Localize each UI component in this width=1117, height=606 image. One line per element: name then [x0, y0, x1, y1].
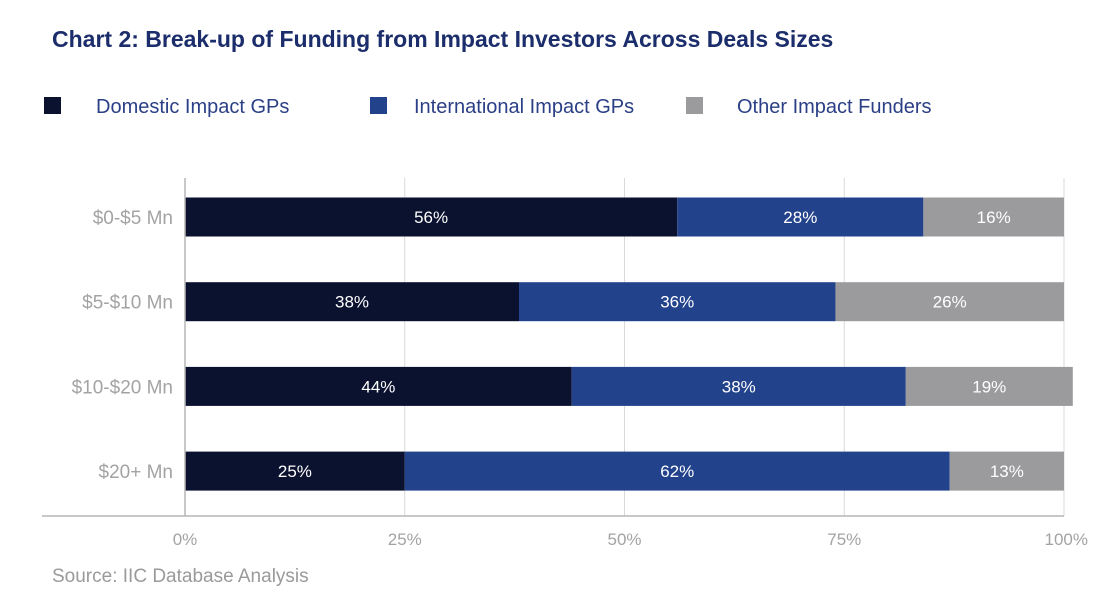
data-label: 26% — [933, 293, 967, 312]
bar-segment — [923, 197, 1064, 237]
x-tick-label: 0% — [173, 530, 198, 549]
x-tick-label: 100% — [1045, 530, 1088, 549]
category-label: $0-$5 Mn — [93, 208, 173, 229]
category-label: $10-$20 Mn — [72, 377, 173, 398]
bars — [185, 197, 1073, 491]
bar-segment — [835, 282, 1064, 322]
bar-segment — [571, 366, 906, 406]
category-label: $20+ Mn — [99, 462, 173, 483]
data-label: 16% — [977, 208, 1011, 227]
legend-swatch-domestic — [44, 97, 61, 114]
bar-segment — [905, 366, 1073, 406]
data-label: 38% — [335, 293, 369, 312]
data-label: 19% — [972, 377, 1006, 396]
chart-title: Chart 2: Break-up of Funding from Impact… — [52, 26, 834, 52]
bar-segment — [185, 451, 405, 491]
legend-label-other: Other Impact Funders — [737, 96, 932, 118]
bar-segment — [185, 197, 678, 237]
labels: 56% 28% 16% 38% 36% 26% 44% 38% 19% 25% 62% 13% — [278, 208, 1024, 481]
axes: 0% 25% 50% 75% 100% $0-$5 Mn $5-$10 Mn $10-$20 … — [42, 178, 1088, 549]
legend-swatch-other — [686, 97, 703, 114]
data-label: 36% — [660, 293, 694, 312]
legend-label-domestic: Domestic Impact GPs — [96, 96, 290, 118]
stacked-bar-chart: 0% 25% 50% 75% 100% $0-$5 Mn $5-$10 Mn $10-$20 … — [42, 178, 1088, 549]
bar-segment — [404, 451, 950, 491]
data-label: 25% — [278, 462, 312, 481]
bar-segment — [185, 282, 520, 322]
bar-segment — [949, 451, 1064, 491]
data-label: 38% — [722, 377, 756, 396]
legend-label-international: International Impact GPs — [414, 96, 635, 118]
x-tick-label: 50% — [607, 530, 641, 549]
data-label: 28% — [783, 208, 817, 227]
data-label: 62% — [660, 462, 694, 481]
bar-segment — [519, 282, 836, 322]
x-tick-label: 75% — [827, 530, 861, 549]
bar-segment — [185, 366, 572, 406]
category-label: $5-$10 Mn — [82, 293, 173, 314]
legend-swatch-international — [370, 97, 387, 114]
data-label: 56% — [414, 208, 448, 227]
bar-segment — [677, 197, 924, 237]
data-label: 13% — [990, 462, 1024, 481]
data-label: 44% — [361, 377, 395, 396]
x-tick-label: 25% — [388, 530, 422, 549]
source-note: Source: IIC Database Analysis — [52, 566, 309, 587]
